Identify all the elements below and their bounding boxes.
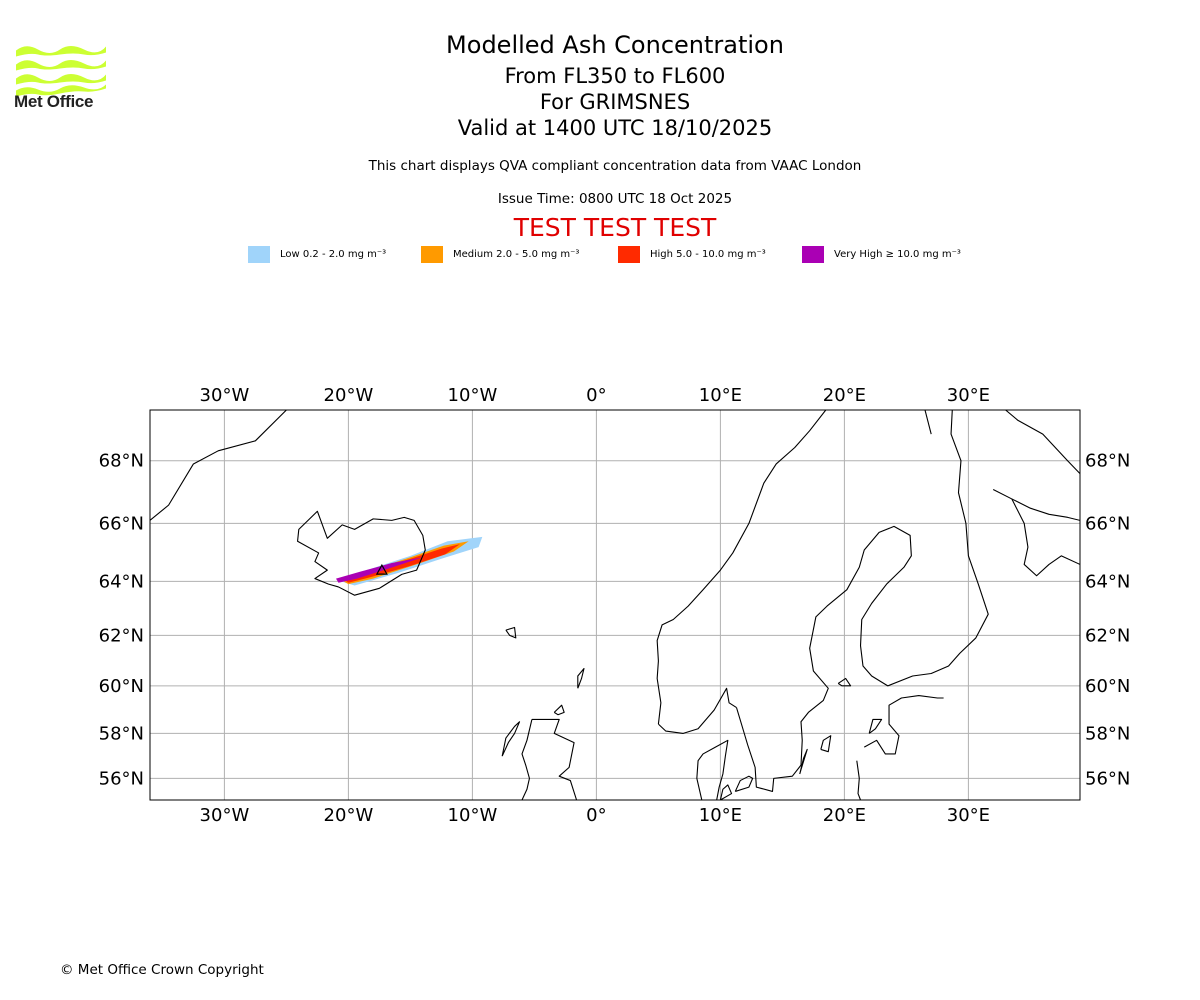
lat-label-right: 64°N xyxy=(1085,571,1130,592)
coastline xyxy=(696,739,729,800)
legend-swatch-low xyxy=(248,245,270,263)
lat-label-left: 58°N xyxy=(99,723,144,744)
coastline xyxy=(1011,498,1080,521)
met-office-logo xyxy=(16,46,106,97)
logo-wave-4 xyxy=(16,84,106,97)
test-banner: TEST TEST TEST xyxy=(513,213,717,242)
coastline xyxy=(863,695,944,755)
coastline xyxy=(837,677,852,687)
lon-label-bottom: 30°E xyxy=(947,805,990,826)
logo-wave-2 xyxy=(16,60,106,71)
legend-item-medium: Medium 2.0 - 5.0 mg m⁻³ xyxy=(421,244,579,264)
legend-swatch-very-high xyxy=(802,245,824,263)
legend-label-medium: Medium 2.0 - 5.0 mg m⁻³ xyxy=(453,248,580,260)
legend-label-very-high: Very High ≥ 10.0 mg m⁻³ xyxy=(834,248,961,260)
issue-time: Issue Time: 0800 UTC 18 Oct 2025 xyxy=(497,191,733,207)
coastline xyxy=(992,489,1080,577)
coastline xyxy=(856,760,862,800)
legend-item-very-high: Very High ≥ 10.0 mg m⁻³ xyxy=(802,244,961,264)
coastline xyxy=(521,719,533,800)
coastline xyxy=(868,718,883,734)
lon-label-top: 10°W xyxy=(448,385,498,406)
coastline xyxy=(734,775,754,792)
valid-time: Valid at 1400 UTC 18/10/2025 xyxy=(457,116,773,140)
coastline xyxy=(297,510,426,596)
legend-label-low: Low 0.2 - 2.0 mg m⁻³ xyxy=(280,248,387,260)
map-frame xyxy=(149,409,1081,801)
lon-label-top: 10°E xyxy=(699,385,742,406)
coastline xyxy=(924,410,932,435)
lat-label-left: 62°N xyxy=(99,625,144,646)
chart-description: This chart displays QVA compliant concen… xyxy=(368,158,862,174)
legend-swatch-high xyxy=(618,245,640,263)
lat-label-right: 60°N xyxy=(1085,676,1130,697)
map-content xyxy=(150,410,1080,800)
coastline xyxy=(501,721,521,757)
coastline xyxy=(656,410,827,725)
lat-label-right: 56°N xyxy=(1085,768,1130,789)
lat-label-left: 64°N xyxy=(99,571,144,592)
lon-label-bottom: 10°W xyxy=(448,805,498,826)
lat-label-left: 66°N xyxy=(99,513,144,534)
coastline xyxy=(799,748,808,775)
coastline xyxy=(820,735,832,753)
coastline xyxy=(719,784,733,800)
legend-label-high: High 5.0 - 10.0 mg m⁻³ xyxy=(650,248,766,260)
lon-label-top: 30°E xyxy=(947,385,990,406)
lat-label-right: 66°N xyxy=(1085,513,1130,534)
coastline xyxy=(531,718,578,800)
coastline xyxy=(1005,410,1080,475)
lat-label-right: 68°N xyxy=(1085,451,1130,472)
logo-wave-1 xyxy=(16,46,106,57)
lon-label-top: 20°E xyxy=(823,385,866,406)
lon-label-bottom: 10°E xyxy=(699,805,742,826)
legend-item-low: Low 0.2 - 2.0 mg m⁻³ xyxy=(248,244,386,264)
coastline xyxy=(735,410,989,792)
legend-item-high: High 5.0 - 10.0 mg m⁻³ xyxy=(618,244,766,264)
volcano-marker xyxy=(375,563,388,575)
coastline xyxy=(577,667,585,689)
lat-label-right: 58°N xyxy=(1085,723,1130,744)
coastline xyxy=(658,687,737,734)
lon-label-bottom: 20°W xyxy=(324,805,374,826)
legend-swatch-medium xyxy=(421,245,443,263)
lon-label-top: 20°W xyxy=(324,385,374,406)
volcano-name: For GRIMSNES xyxy=(539,90,691,114)
logo-wordmark: Met Office xyxy=(14,92,94,111)
lat-label-left: 56°N xyxy=(99,768,144,789)
coastline xyxy=(553,704,565,716)
logo-wave-3 xyxy=(16,74,106,85)
copyright-notice: © Met Office Crown Copyright xyxy=(60,962,264,978)
lon-label-top: 30°W xyxy=(200,385,250,406)
lat-label-right: 62°N xyxy=(1085,625,1130,646)
lon-label-top: 0° xyxy=(586,385,606,406)
coastline xyxy=(150,410,287,521)
coastline xyxy=(505,626,517,639)
lon-label-bottom: 0° xyxy=(586,805,606,826)
flight-level-range: From FL350 to FL600 xyxy=(504,64,726,88)
lat-label-left: 60°N xyxy=(99,676,144,697)
lat-label-left: 68°N xyxy=(99,451,144,472)
lon-label-bottom: 20°E xyxy=(823,805,866,826)
lon-label-bottom: 30°W xyxy=(200,805,250,826)
chart-title: Modelled Ash Concentration xyxy=(446,31,784,59)
